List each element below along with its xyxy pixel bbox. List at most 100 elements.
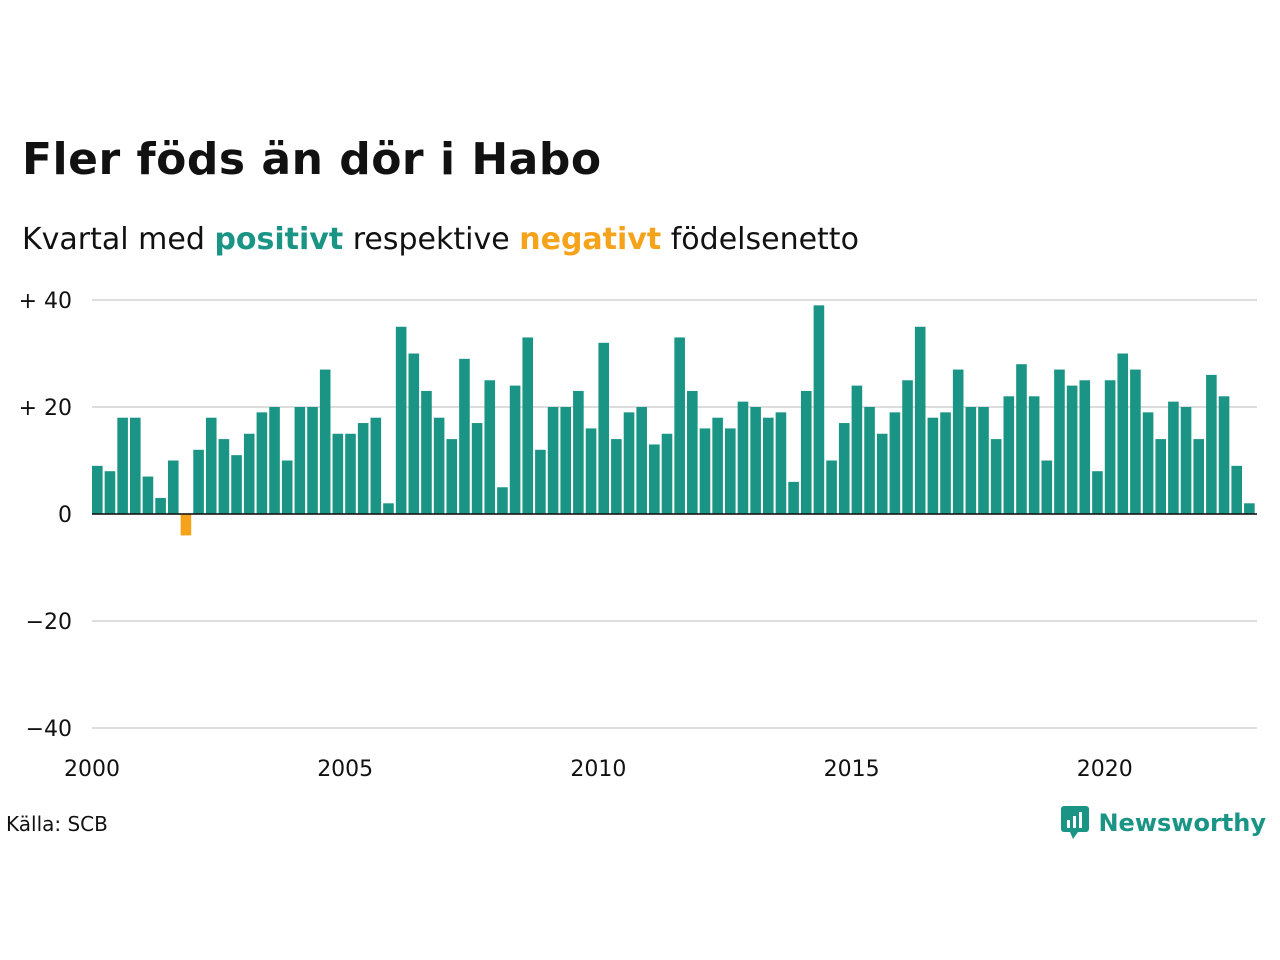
bar — [167, 460, 179, 514]
bar — [1142, 412, 1154, 514]
bar — [1231, 465, 1242, 514]
bar — [180, 514, 192, 536]
bar — [1206, 374, 1217, 514]
bar — [345, 433, 356, 514]
bar — [357, 423, 369, 514]
bar — [193, 449, 204, 514]
bar — [661, 433, 673, 514]
bar — [560, 407, 572, 514]
bar — [813, 305, 825, 514]
subtitle-suffix: födelsenetto — [670, 222, 859, 257]
bar — [1041, 460, 1053, 514]
bar — [636, 407, 647, 514]
bar — [598, 342, 609, 514]
bar — [585, 428, 597, 514]
bar — [826, 460, 837, 514]
chart-subtitle: Kvartal med positivt respektive negativt… — [22, 220, 859, 260]
bar — [1104, 380, 1116, 514]
bar — [775, 412, 787, 514]
bar — [914, 326, 926, 514]
bar — [294, 407, 306, 514]
subtitle-middle: respektive — [352, 222, 510, 257]
brand-logo[interactable]: Newsworthy — [1060, 803, 1266, 843]
bar — [800, 390, 812, 514]
bar — [243, 433, 255, 514]
bar — [269, 407, 280, 514]
bar — [218, 439, 230, 514]
bar — [370, 417, 382, 514]
x-tick-label: 2020 — [1077, 757, 1133, 782]
bar — [522, 337, 534, 514]
bar — [838, 423, 850, 514]
bar — [231, 455, 242, 514]
bar — [117, 417, 128, 514]
chart-title: Fler föds än dör i Habo — [22, 134, 602, 185]
bar — [990, 439, 1002, 514]
subtitle-prefix: Kvartal med — [22, 222, 205, 257]
bar — [1117, 353, 1129, 514]
bar — [433, 417, 445, 514]
newsworthy-logo-icon — [1061, 806, 1090, 839]
bar — [712, 417, 723, 514]
y-tick-label: −40 — [26, 717, 72, 742]
bar — [725, 428, 736, 514]
source-note: Källa: SCB — [6, 812, 108, 836]
y-tick-label: 0 — [58, 503, 72, 528]
bar — [573, 390, 584, 514]
bar — [547, 407, 559, 514]
bar — [737, 401, 749, 514]
x-tick-label: 2015 — [824, 757, 880, 782]
x-tick-label: 2000 — [64, 757, 120, 782]
x-tick-label: 2005 — [317, 757, 373, 782]
bar — [762, 417, 774, 514]
brand-name: Newsworthy — [1098, 809, 1266, 837]
bar — [205, 417, 217, 514]
bar — [535, 449, 546, 514]
bar — [611, 439, 622, 514]
bar — [484, 380, 496, 514]
x-tick-label: 2010 — [570, 757, 626, 782]
bar — [1244, 503, 1255, 514]
bar — [446, 439, 458, 514]
bar — [509, 385, 521, 514]
y-tick-label: + 40 — [19, 289, 72, 314]
bar — [965, 407, 977, 514]
bar — [1003, 396, 1015, 514]
bar — [395, 326, 407, 514]
bar-chart: + 40 + 20 0 −20 −40 2000 2005 2010 2015 2020 — [19, 289, 1257, 782]
bar — [1130, 369, 1141, 514]
bar — [421, 390, 432, 514]
bar — [307, 407, 318, 514]
bar — [1079, 380, 1091, 514]
bar — [1155, 439, 1167, 514]
bar — [104, 471, 116, 514]
bar — [459, 358, 470, 514]
bar — [408, 353, 420, 514]
bar — [319, 369, 331, 514]
bar — [256, 412, 268, 514]
bar — [750, 407, 761, 514]
bar — [876, 433, 888, 514]
bar — [687, 390, 698, 514]
bar — [1028, 396, 1040, 514]
bar — [1016, 364, 1027, 514]
bar — [1168, 401, 1179, 514]
bar — [92, 465, 103, 514]
bar — [155, 497, 166, 514]
bar — [383, 503, 394, 514]
y-tick-label: + 20 — [19, 396, 72, 421]
subtitle-negative: negativt — [519, 222, 662, 257]
bar — [902, 380, 913, 514]
bar — [1092, 471, 1103, 514]
y-tick-label: −20 — [26, 610, 72, 635]
bar — [1180, 407, 1192, 514]
bar — [1066, 385, 1078, 514]
bar — [889, 412, 901, 514]
subtitle-positive: positivt — [214, 222, 344, 257]
bar — [1193, 439, 1205, 514]
bar — [281, 460, 293, 514]
bar — [699, 428, 711, 514]
bar — [623, 412, 635, 514]
bar — [851, 385, 863, 514]
bar — [978, 407, 989, 514]
